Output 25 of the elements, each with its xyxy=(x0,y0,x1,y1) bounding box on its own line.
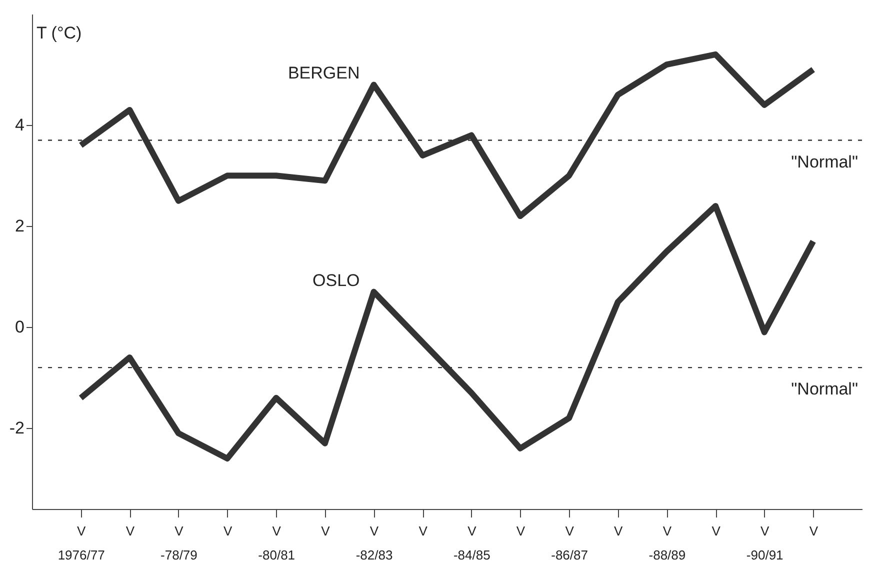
ref-line-label: "Normal" xyxy=(791,380,858,399)
x-tick-label: V -90/91 xyxy=(746,524,784,562)
x-tick-label: V -78/79 xyxy=(160,524,198,562)
x-tick-label: V -82/83 xyxy=(356,524,393,562)
x-tick-label: V -80/81 xyxy=(258,524,296,562)
x-tick-label: V xyxy=(321,524,330,538)
y-tick-label: 2 xyxy=(15,216,24,236)
y-tick-label: 0 xyxy=(15,318,24,337)
x-tick-label: V xyxy=(126,524,135,538)
x-tick-label: V xyxy=(223,524,232,538)
x-tick-label: V xyxy=(809,524,818,538)
series-label: BERGEN xyxy=(288,64,360,83)
y-axis-title: T (°C) xyxy=(36,24,82,42)
series-label: OSLO xyxy=(312,270,360,290)
x-tick-label: V 1976/77 xyxy=(58,524,105,562)
x-tick-label: V xyxy=(418,524,428,538)
x-tick-label: V -84/85 xyxy=(453,524,490,562)
y-tick-label: 4 xyxy=(15,116,24,135)
x-tick-label: V -86/87 xyxy=(551,524,588,562)
ref-line-label: "Normal" xyxy=(791,152,858,172)
x-tick-label: V xyxy=(712,524,721,538)
y-tick-label: -2 xyxy=(9,418,24,438)
x-tick-label: V xyxy=(516,524,526,538)
x-tick-label: V xyxy=(614,524,624,538)
x-tick-label: V -88/89 xyxy=(648,524,686,562)
